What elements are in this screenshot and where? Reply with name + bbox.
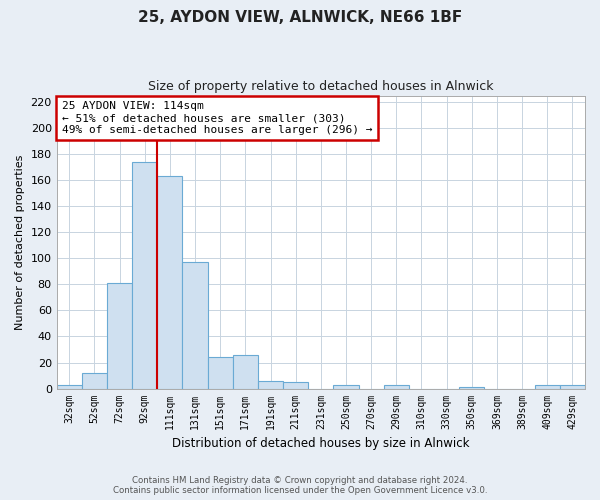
Text: 25 AYDON VIEW: 114sqm
← 51% of detached houses are smaller (303)
49% of semi-det: 25 AYDON VIEW: 114sqm ← 51% of detached … xyxy=(62,102,373,134)
Title: Size of property relative to detached houses in Alnwick: Size of property relative to detached ho… xyxy=(148,80,494,93)
Bar xyxy=(384,384,409,388)
Bar xyxy=(334,384,359,388)
Text: Contains HM Land Registry data © Crown copyright and database right 2024.
Contai: Contains HM Land Registry data © Crown c… xyxy=(113,476,487,495)
Bar xyxy=(560,384,585,388)
Y-axis label: Number of detached properties: Number of detached properties xyxy=(15,154,25,330)
Bar xyxy=(56,384,82,388)
Bar xyxy=(132,162,157,388)
X-axis label: Distribution of detached houses by size in Alnwick: Distribution of detached houses by size … xyxy=(172,437,470,450)
Bar xyxy=(107,283,132,389)
Bar xyxy=(82,373,107,388)
Text: 25, AYDON VIEW, ALNWICK, NE66 1BF: 25, AYDON VIEW, ALNWICK, NE66 1BF xyxy=(138,10,462,25)
Bar xyxy=(233,354,258,388)
Bar xyxy=(182,262,208,388)
Bar xyxy=(283,382,308,388)
Bar xyxy=(208,358,233,388)
Bar xyxy=(258,380,283,388)
Bar xyxy=(157,176,182,388)
Bar xyxy=(535,384,560,388)
